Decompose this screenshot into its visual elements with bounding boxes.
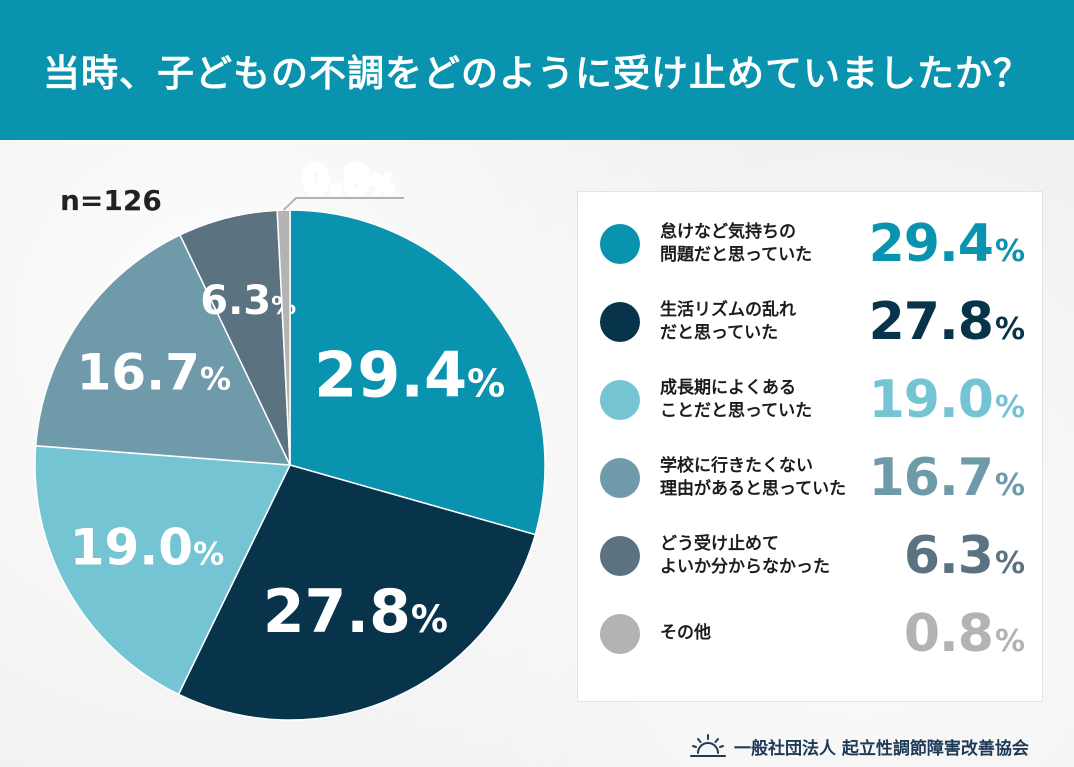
legend: 怠けなど気持ちの 問題だと思っていた 29.4% 生活リズムの乱れ だと思っていた 27.… xyxy=(577,191,1043,702)
legend-value: 6.3% xyxy=(903,526,1025,586)
pie-slice-2 xyxy=(177,464,537,721)
legend-item: その他 0.8% xyxy=(578,592,1042,670)
legend-value: 27.8% xyxy=(868,292,1025,352)
legend-value: 16.7% xyxy=(868,448,1025,508)
legend-item: 生活リズムの乱れ だと思っていた 27.8% xyxy=(578,280,1042,358)
legend-item: どう受け止めて よいか分からなかった 6.3% xyxy=(578,514,1042,592)
legend-swatch xyxy=(600,224,640,264)
legend-label: 成長期によくある ことだと思っていた xyxy=(660,378,813,421)
pie-value-label-1: 29.4% xyxy=(314,338,505,411)
pie-value-label-3: 19.0% xyxy=(70,519,224,577)
legend-item: 怠けなど気持ちの 問題だと思っていた 29.4% xyxy=(578,202,1042,280)
legend-swatch xyxy=(600,458,640,498)
pie-value-label-2: 27.8% xyxy=(263,577,448,647)
legend-value: 29.4% xyxy=(868,214,1025,274)
pie-slice-4 xyxy=(34,233,292,466)
sample-size-label: n=126 xyxy=(60,184,162,217)
legend-swatch xyxy=(600,536,640,576)
footer: 一般社団法人 起立性調節障害改善協会 xyxy=(690,732,1029,760)
organization-name: 一般社団法人 起立性調節障害改善協会 xyxy=(734,738,1029,759)
legend-label: その他 xyxy=(660,623,711,643)
pie-chart: 29.4%27.8%19.0%16.7%6.3%0.8% xyxy=(34,156,546,721)
pie-slice-3 xyxy=(34,444,292,696)
leader-line xyxy=(282,197,404,211)
legend-item: 学校に行きたくない 理由があると思っていた 16.7% xyxy=(578,436,1042,514)
legend-label: 生活リズムの乱れ だと思っていた xyxy=(660,300,796,343)
legend-swatch xyxy=(600,614,640,654)
sunrise-logo-icon xyxy=(690,734,726,757)
pie-value-label-4: 16.7% xyxy=(77,343,231,401)
legend-item: 成長期によくある ことだと思っていた 19.0% xyxy=(578,358,1042,436)
header-bar: 当時、子どもの不調をどのように受け止めていましたか？ xyxy=(0,0,1074,140)
legend-value: 19.0% xyxy=(868,370,1025,430)
legend-label: 怠けなど気持ちの 問題だと思っていた xyxy=(660,222,813,265)
legend-label: どう受け止めて よいか分からなかった xyxy=(660,534,830,577)
pie-value-label-6: 0.8% xyxy=(302,158,393,202)
legend-swatch xyxy=(600,302,640,342)
legend-value: 0.8% xyxy=(903,604,1025,664)
legend-label: 学校に行きたくない 理由があると思っていた xyxy=(660,456,847,499)
pie-slice-1 xyxy=(289,209,546,536)
chart-title: 当時、子どもの不調をどのように受け止めていましたか？ xyxy=(43,52,1031,95)
legend-swatch xyxy=(600,380,640,420)
